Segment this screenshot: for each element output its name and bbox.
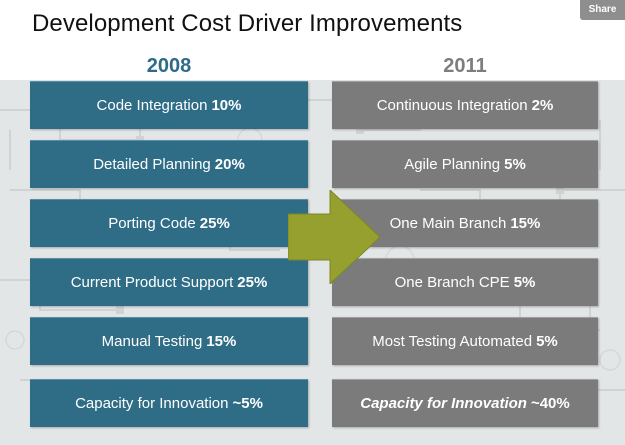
cost-item-2011: Agile Planning 5% (332, 140, 598, 188)
cost-item-2008: Porting Code 25% (30, 199, 308, 247)
cost-item-label: Continuous Integration (376, 97, 528, 114)
cost-item-2011: Capacity for Innovation ~40% (332, 379, 598, 427)
cost-item-percent: ~5% (232, 395, 263, 412)
cost-item-percent: ~40% (530, 395, 570, 412)
cost-item-percent: 2% (531, 97, 554, 114)
cost-item-label: Capacity for Innovation (360, 395, 527, 412)
cost-item-2008: Code Integration 10% (30, 81, 308, 129)
column-header-2011: 2011 (443, 55, 487, 77)
cost-item-percent: 15% (510, 215, 541, 232)
right-arrow-icon (288, 190, 380, 284)
cost-item-label: Manual Testing (101, 333, 203, 350)
cost-item-2008: Manual Testing 15% (30, 317, 308, 365)
cost-item-2011: One Branch CPE 5% (332, 258, 598, 306)
cost-item-percent: 25% (237, 274, 268, 291)
column-header-2008: 2008 (146, 55, 192, 77)
cost-item-label: Code Integration (96, 97, 208, 114)
share-button[interactable]: Share (580, 0, 625, 20)
cost-item-percent: 5% (504, 156, 526, 173)
cost-item-label: Agile Planning (404, 156, 501, 173)
cost-item-label: Most Testing Automated (372, 333, 533, 350)
cost-item-label: One Main Branch (389, 215, 507, 232)
cost-item-2011: Most Testing Automated 5% (332, 317, 598, 365)
cost-item-2008: Capacity for Innovation ~5% (30, 379, 308, 427)
cost-item-label: Capacity for Innovation (75, 395, 229, 412)
cost-item-2008: Detailed Planning 20% (30, 140, 308, 188)
cost-item-label: One Branch CPE (394, 274, 510, 291)
cost-item-2008: Current Product Support 25% (30, 258, 308, 306)
cost-item-label: Porting Code (108, 215, 196, 232)
cost-item-label: Detailed Planning (93, 156, 211, 173)
cost-item-percent: 10% (211, 97, 242, 114)
cost-item-label: Current Product Support (70, 274, 234, 291)
page-title: Development Cost Driver Improvements (32, 10, 463, 37)
cost-item-percent: 5% (513, 274, 536, 291)
cost-item-2011: Continuous Integration 2% (332, 81, 598, 129)
cost-item-percent: 25% (199, 215, 230, 232)
cost-item-percent: 15% (206, 333, 237, 350)
cost-item-percent: 20% (214, 156, 245, 173)
cost-item-percent: 5% (536, 333, 558, 350)
